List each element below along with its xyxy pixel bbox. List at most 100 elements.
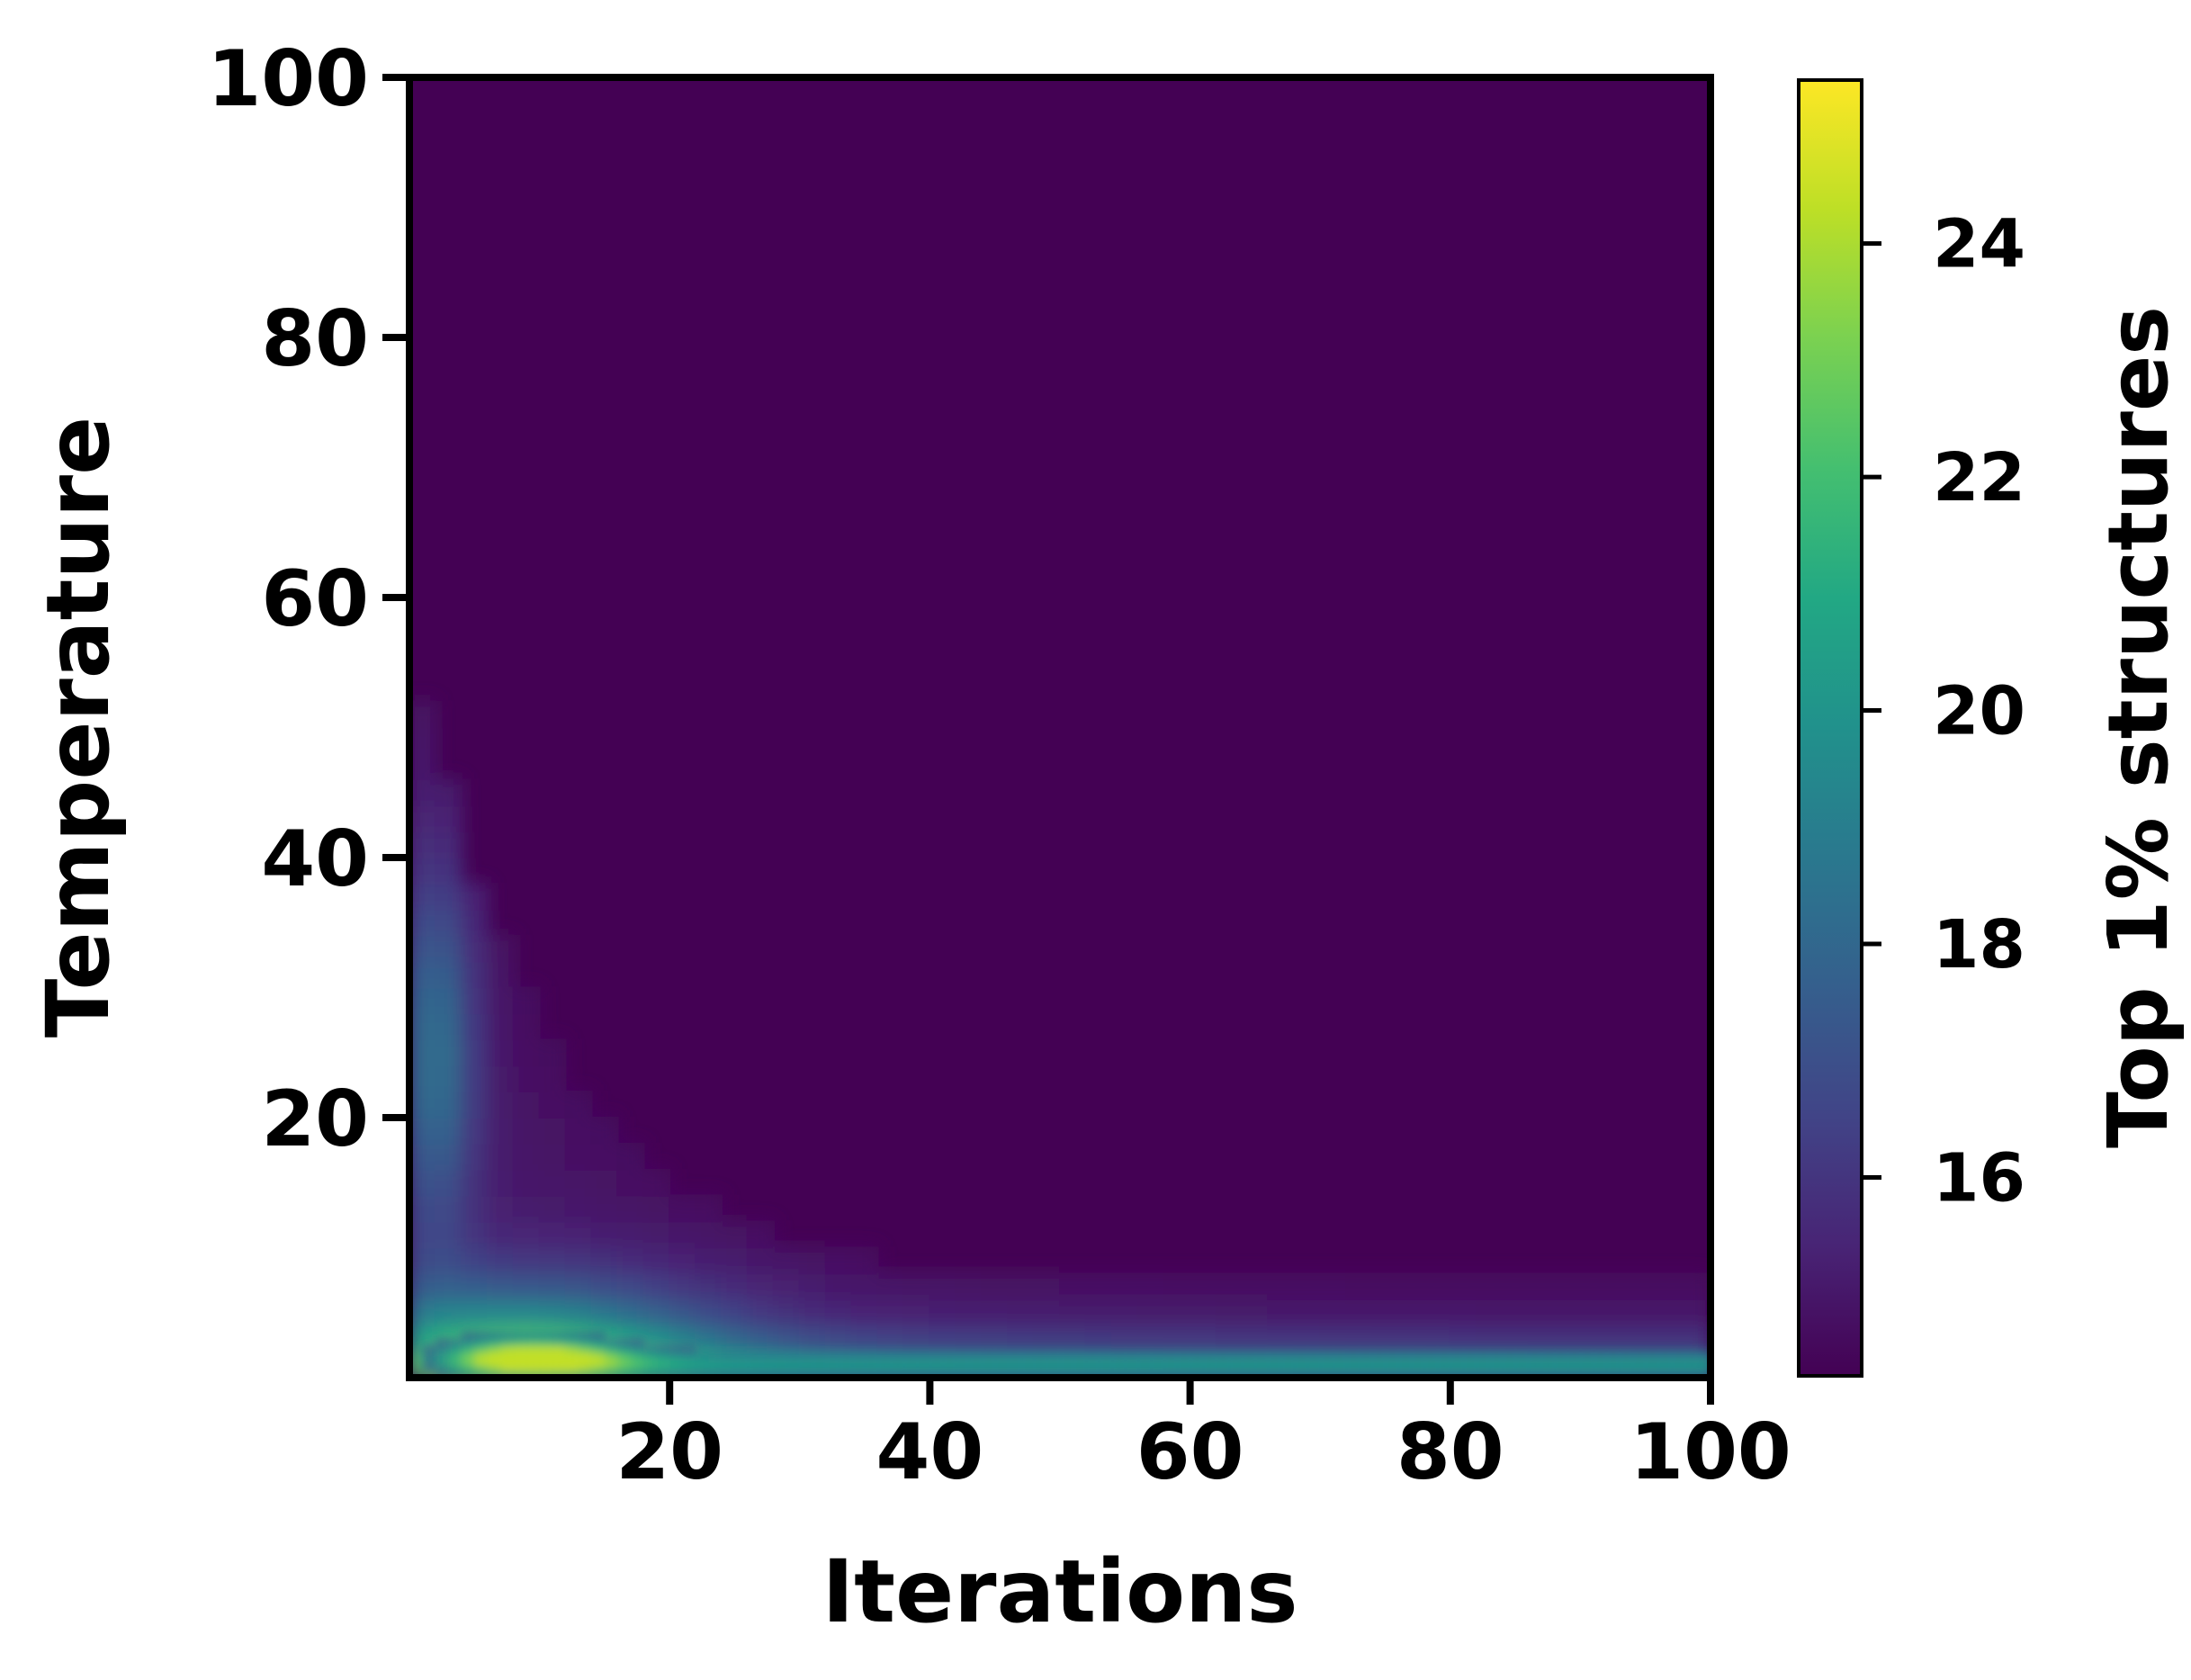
heatmap-cell bbox=[981, 1298, 1010, 1327]
heatmap-cell bbox=[616, 1168, 645, 1197]
heatmap-cell bbox=[813, 1364, 827, 1372]
heatmap-cell bbox=[552, 1332, 567, 1340]
heatmap-cell bbox=[448, 1364, 462, 1372]
heatmap-cell bbox=[460, 1194, 489, 1223]
heatmap-cell bbox=[1580, 1358, 1594, 1366]
heatmap-cell bbox=[1501, 1272, 1530, 1301]
heatmap-cell bbox=[1554, 1352, 1568, 1360]
heatmap-cell bbox=[955, 1272, 983, 1301]
heatmap-cell bbox=[903, 1358, 918, 1366]
heatmap-cell bbox=[500, 1338, 515, 1346]
heatmap-cell bbox=[512, 1012, 541, 1041]
heatmap-cell bbox=[486, 1298, 515, 1327]
heatmap-cell bbox=[1411, 1352, 1425, 1360]
heatmap-cell bbox=[434, 1117, 462, 1145]
heatmap-cell bbox=[409, 1142, 436, 1171]
heatmap-cell bbox=[604, 1344, 619, 1353]
heatmap-cell bbox=[1320, 1358, 1334, 1366]
heatmap-cell bbox=[708, 1364, 723, 1372]
heatmap-cell bbox=[1136, 1298, 1165, 1327]
heatmap-cell bbox=[1372, 1358, 1387, 1366]
heatmap-cell bbox=[461, 1344, 476, 1353]
heatmap-cell bbox=[590, 1168, 619, 1197]
heatmap-cell bbox=[1579, 1298, 1608, 1327]
heatmap-cell bbox=[1320, 1364, 1334, 1372]
heatmap-cell bbox=[669, 1246, 697, 1275]
heatmap-cell bbox=[578, 1344, 593, 1353]
heatmap-cell bbox=[1385, 1352, 1399, 1360]
heatmap-cell bbox=[409, 1065, 436, 1093]
heatmap-cell bbox=[1423, 1364, 1439, 1372]
heatmap-cell bbox=[956, 1364, 970, 1372]
heatmap-cell bbox=[513, 1338, 528, 1346]
heatmap-cell bbox=[578, 1364, 593, 1372]
heatmap-cell bbox=[409, 1272, 436, 1301]
heatmap-cell bbox=[564, 1117, 593, 1145]
heatmap-cell bbox=[798, 1272, 827, 1301]
heatmap-cell bbox=[460, 1142, 489, 1171]
heatmap-cell bbox=[929, 1325, 957, 1353]
heatmap-cell bbox=[1060, 1352, 1074, 1360]
heatmap-cell bbox=[435, 1338, 450, 1346]
heatmap-cell bbox=[1136, 1272, 1165, 1301]
heatmap-cell bbox=[1216, 1352, 1230, 1360]
heatmap-cell bbox=[486, 960, 515, 989]
heatmap-cell bbox=[1151, 1358, 1165, 1366]
heatmap-cell bbox=[1151, 1352, 1165, 1360]
heatmap-cell bbox=[916, 1352, 931, 1360]
heatmap-cell bbox=[538, 1194, 567, 1223]
heatmap-cell bbox=[513, 1358, 528, 1366]
heatmap-cell bbox=[486, 1142, 515, 1171]
heatmap-cell bbox=[461, 1338, 476, 1346]
heatmap-cell bbox=[1632, 1352, 1647, 1360]
heatmap-cell bbox=[1190, 1358, 1205, 1366]
heatmap-cell bbox=[1073, 1358, 1087, 1366]
heatmap-cell bbox=[1177, 1364, 1191, 1372]
heatmap-cell bbox=[891, 1358, 905, 1366]
heatmap-cell bbox=[434, 1142, 462, 1171]
heatmap-cell bbox=[824, 1298, 853, 1327]
heatmap-cell bbox=[956, 1358, 970, 1366]
x-tick-label: 100 bbox=[1630, 1407, 1791, 1497]
heatmap-cell bbox=[409, 986, 436, 1015]
heatmap-cell bbox=[513, 1352, 528, 1360]
heatmap-cell bbox=[1137, 1358, 1153, 1366]
heatmap-cell bbox=[1541, 1358, 1556, 1366]
heatmap-cell bbox=[512, 1091, 541, 1119]
heatmap-cell bbox=[422, 1364, 436, 1372]
heatmap-cell bbox=[448, 1344, 462, 1353]
heatmap-cell bbox=[448, 1338, 462, 1346]
heatmap-cell bbox=[564, 1168, 593, 1197]
heatmap-cell bbox=[839, 1352, 853, 1360]
heatmap-cell bbox=[591, 1338, 606, 1346]
heatmap-cell bbox=[1294, 1358, 1308, 1366]
heatmap-cell bbox=[746, 1246, 775, 1275]
heatmap-cell bbox=[1307, 1358, 1322, 1366]
heatmap-cell bbox=[1085, 1364, 1100, 1372]
heatmap-cell bbox=[1502, 1352, 1517, 1360]
heatmap-cell bbox=[565, 1358, 579, 1366]
heatmap-cell bbox=[448, 1352, 462, 1360]
heatmap-cell bbox=[1397, 1352, 1413, 1360]
heatmap-cell bbox=[1463, 1358, 1477, 1366]
heatmap-cell bbox=[1527, 1298, 1556, 1327]
heatmap-cell bbox=[865, 1352, 879, 1360]
heatmap-cell bbox=[902, 1298, 931, 1327]
heatmap-cell bbox=[1345, 1325, 1374, 1353]
heatmap-cell bbox=[460, 1220, 489, 1249]
heatmap-cell bbox=[1515, 1358, 1530, 1366]
heatmap-cell bbox=[1241, 1325, 1270, 1353]
heatmap-cell bbox=[1125, 1352, 1139, 1360]
heatmap-cell bbox=[500, 1358, 515, 1366]
heatmap-cell bbox=[786, 1358, 801, 1366]
heatmap-cell bbox=[486, 1194, 515, 1223]
heatmap-cell bbox=[721, 1272, 749, 1301]
heatmap-cell bbox=[460, 1038, 489, 1067]
heatmap-cell bbox=[1008, 1352, 1022, 1360]
heatmap-cell bbox=[512, 1142, 541, 1171]
heatmap-cell bbox=[1228, 1352, 1244, 1360]
heatmap-cell bbox=[487, 1358, 502, 1366]
heatmap-cell bbox=[1085, 1358, 1100, 1366]
heatmap-cell bbox=[434, 1246, 462, 1275]
heatmap-cell bbox=[813, 1358, 827, 1366]
